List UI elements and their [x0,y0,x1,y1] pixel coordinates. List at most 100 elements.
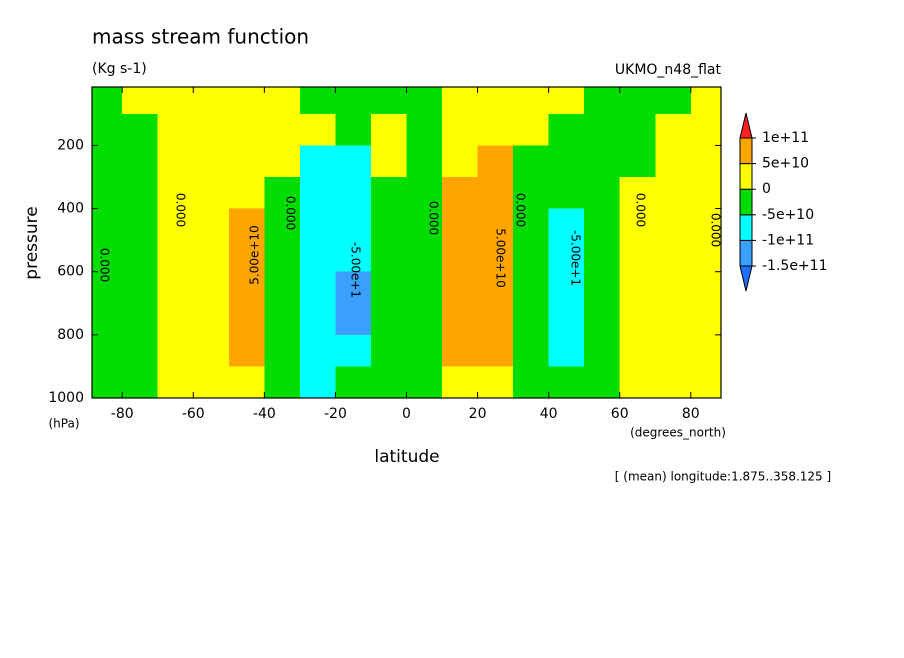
field-cell [157,271,194,304]
colorbar-end [739,265,753,292]
field-cell [584,145,621,178]
colorbar-label: -1e+11 [762,232,814,248]
field-cell [548,87,585,115]
field-cell [584,176,621,210]
field-cell [584,271,621,304]
contour-label: 0.000 [634,193,648,227]
field-cell [619,366,656,399]
field-cell [477,145,514,178]
x-tick-label: -20 [324,406,347,422]
field-cell [193,334,230,368]
field-cell [406,113,443,147]
field-cell [690,334,722,368]
field-cell [92,176,123,210]
field-cell [157,366,194,399]
field-cell [157,208,194,241]
field-cell [655,176,692,210]
field-cell [619,208,656,241]
field-cell [584,334,621,368]
field-cell [406,366,443,399]
field-cell [122,87,159,115]
x-tick-label: 0 [402,406,411,422]
field-cell [157,176,194,210]
field-cell [193,303,230,336]
field-cell [690,113,722,147]
field-cell [690,87,722,115]
field-cell [92,87,123,115]
field-cell [370,208,408,241]
colorbar-end [739,112,753,139]
field-cell [548,145,585,178]
field-cell [548,271,585,304]
field-cell [442,113,479,147]
field-cell [655,208,692,241]
field-cell [619,303,656,336]
colorbar-band [739,188,753,216]
field-cell [690,176,722,210]
contour-label: 5.00e+10 [248,225,262,284]
field-cell [264,303,301,336]
field-cell [193,366,230,399]
field-cell [122,303,159,336]
field-cell [655,87,692,115]
field-cell [513,145,550,178]
field-cell [335,271,372,304]
field-cell [619,113,656,147]
field-cell [513,113,550,147]
x-tick-label: -80 [111,406,134,422]
field-cell [370,366,408,399]
dataset-label: UKMO_n48_flat [615,62,722,78]
field-cell [619,271,656,304]
field-cell [513,240,550,273]
footer: [ (mean) longitude:1.875..358.125 ] [615,470,831,484]
contour-label: -5.00e+1 [349,242,363,298]
field-cell [299,176,337,210]
field-cell [477,87,514,115]
field-cell [406,334,443,368]
field-cell [655,240,692,273]
field-cell [548,334,585,368]
colorbar-label: 0 [762,181,771,197]
field-cell [477,208,514,241]
contour-label: 0.000 [427,201,441,235]
y-axis-label: pressure [22,206,42,279]
chart-subtitle: (Kg s-1) [92,61,147,77]
field-cell [370,271,408,304]
field-cell [193,145,230,178]
field-cell [370,176,408,210]
field-cell [335,176,372,210]
field-cell [299,240,337,273]
field-cell [157,240,194,273]
field-cell [513,176,550,210]
field-cell [157,113,194,147]
x-tick-label: 20 [469,406,487,422]
field-cell [690,145,722,178]
field-cell [299,334,337,368]
field-cell [513,271,550,304]
contour-label: -5.00e+1 [569,230,583,286]
field-cell [370,240,408,273]
x-tick-label: -60 [182,406,205,422]
colorbar-band [739,163,753,190]
colorbar-label: -5e+10 [762,207,814,223]
field-cell [264,271,301,304]
field-cell [228,303,265,336]
field-cell [157,334,194,368]
field-cell [477,303,514,336]
field-cell [370,303,408,336]
field-cell [442,87,479,115]
field-cell [690,366,722,399]
colorbar-band [739,137,753,165]
field-cell [513,334,550,368]
field-cell [370,145,408,178]
field-cell [477,271,514,304]
field-cell [513,303,550,336]
field-cell [477,113,514,147]
field-cell [228,113,265,147]
field-cell [406,145,443,178]
y-tick-label: 600 [57,264,84,280]
field-cell [92,366,123,399]
field-cell [228,145,265,178]
field-cell [655,113,692,147]
field-cell [370,334,408,368]
